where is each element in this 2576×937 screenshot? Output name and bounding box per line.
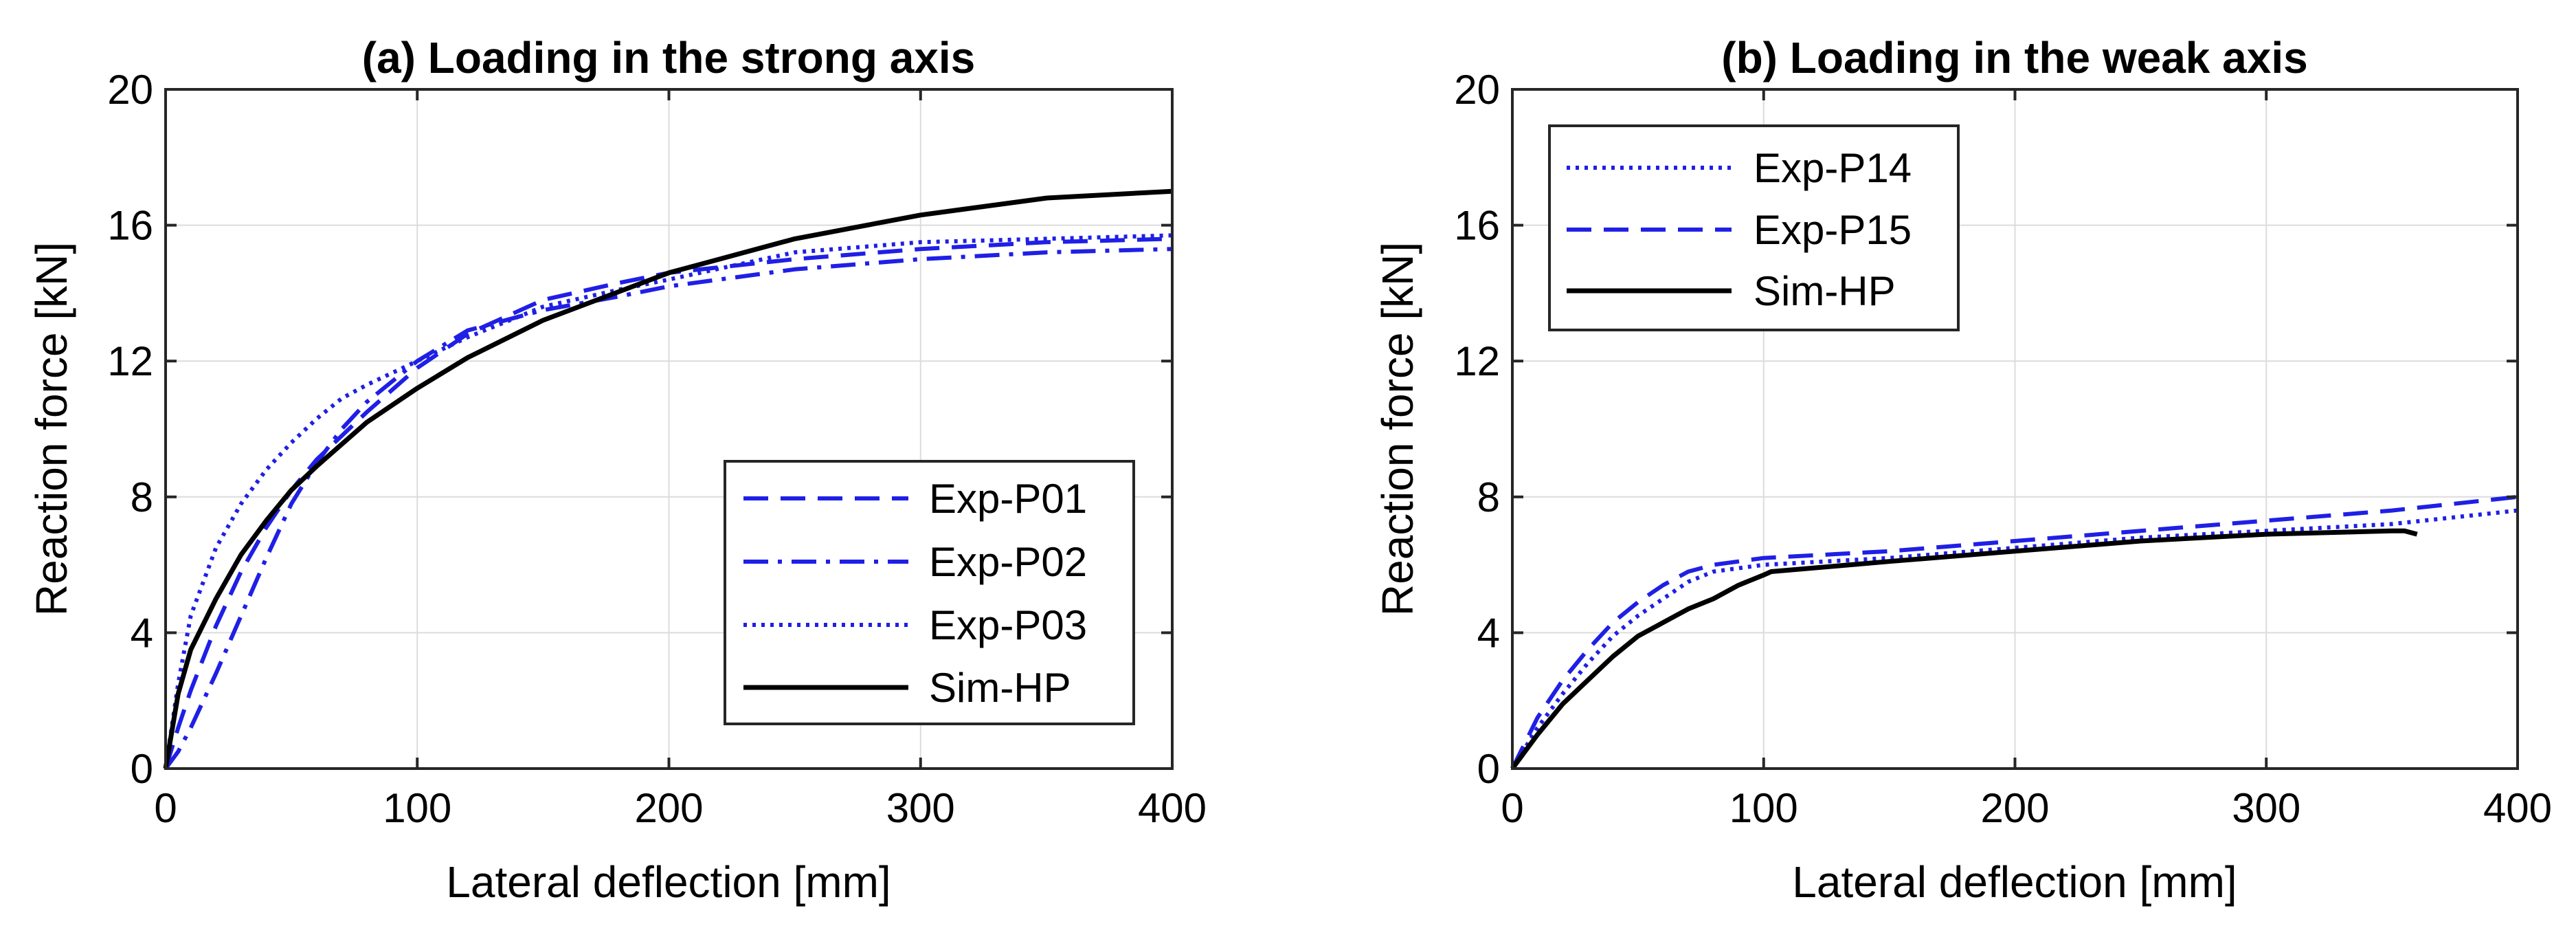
panel-a-x-ticks: 0 100 200 300 400 bbox=[154, 89, 1207, 831]
x-tick-label: 200 bbox=[1980, 785, 2049, 831]
series-line-exp-p01 bbox=[164, 236, 1173, 769]
panel-b-y-label: Reaction force [kN] bbox=[1373, 242, 1422, 616]
x-tick-label: 0 bbox=[1501, 785, 1523, 831]
panel-b-legend: Exp-P14 Exp-P15 Sim-HP bbox=[1548, 124, 1960, 331]
panel-a-y-ticks: 0 4 8 12 16 20 bbox=[107, 67, 1172, 792]
panel-a-x-label: Lateral deflection [mm] bbox=[446, 857, 891, 907]
panel-a-grid bbox=[166, 89, 1172, 769]
x-tick-label: 400 bbox=[1138, 785, 1207, 831]
panel-a-title: (a) Loading in the strong axis bbox=[362, 33, 976, 82]
panel-b-y-ticks: 0 4 8 12 16 20 bbox=[1454, 67, 2518, 792]
panel-a-series-lines bbox=[163, 188, 1173, 770]
y-tick-label: 4 bbox=[1477, 610, 1500, 656]
y-tick-label: 8 bbox=[1477, 474, 1500, 520]
y-tick-label: 12 bbox=[107, 338, 153, 384]
series-line-exp-p15 bbox=[1510, 494, 2518, 770]
x-tick-label: 100 bbox=[1729, 785, 1798, 831]
series-line-exp-p02 bbox=[164, 247, 1173, 770]
legend-label-sim-hp-b: Sim-HP bbox=[1754, 268, 1896, 314]
legend-label-exp-p15: Exp-P15 bbox=[1754, 207, 1912, 253]
x-tick-label: 400 bbox=[2483, 785, 2552, 831]
y-tick-label: 20 bbox=[1454, 67, 1500, 113]
panel-a-y-label: Reaction force [kN] bbox=[27, 242, 76, 616]
x-tick-label: 0 bbox=[154, 785, 177, 831]
panel-a-legend: Exp-P01 Exp-P02 Exp-P03 Sim-HP bbox=[724, 460, 1135, 725]
legend-label-exp-p14: Exp-P14 bbox=[1754, 145, 1912, 191]
x-tick-label: 200 bbox=[634, 785, 703, 831]
series-line-exp-p14 bbox=[1510, 508, 2518, 770]
y-tick-label: 4 bbox=[131, 610, 153, 656]
y-tick-label: 12 bbox=[1454, 338, 1500, 384]
x-tick-label: 100 bbox=[383, 785, 451, 831]
panel-b-x-label: Lateral deflection [mm] bbox=[1792, 857, 2237, 907]
y-tick-label: 0 bbox=[131, 746, 153, 792]
y-tick-label: 16 bbox=[1454, 203, 1500, 249]
panel-a: 0 100 200 300 400 0 4 8 12 16 20 (a) Loading in t… bbox=[27, 33, 1207, 907]
legend-label-exp-p03: Exp-P03 bbox=[929, 602, 1087, 648]
legend-label-exp-p01: Exp-P01 bbox=[929, 476, 1087, 522]
x-tick-label: 300 bbox=[886, 785, 955, 831]
x-tick-label: 300 bbox=[2232, 785, 2300, 831]
panel-b-grid bbox=[1512, 89, 2518, 769]
panel-b-series-lines bbox=[1510, 494, 2518, 771]
panel-a-legend-box bbox=[724, 460, 1135, 725]
y-tick-label: 20 bbox=[107, 67, 153, 113]
series-line-exp-p03 bbox=[164, 233, 1173, 769]
y-tick-label: 8 bbox=[131, 474, 153, 520]
legend-label-exp-p02: Exp-P02 bbox=[929, 539, 1087, 585]
legend-label-sim-hp: Sim-HP bbox=[929, 665, 1071, 711]
series-line-sim-hp bbox=[163, 188, 1173, 769]
panel-b: 0 100 200 300 400 0 4 8 12 16 20 (b) Loading in t… bbox=[1373, 33, 2552, 907]
panel-b-x-ticks: 0 100 200 300 400 bbox=[1501, 89, 2552, 831]
series-line-sim-hp bbox=[1510, 528, 2418, 771]
panel-b-title: (b) Loading in the weak axis bbox=[1721, 33, 2307, 82]
y-tick-label: 16 bbox=[107, 203, 153, 249]
y-tick-label: 0 bbox=[1477, 746, 1500, 792]
